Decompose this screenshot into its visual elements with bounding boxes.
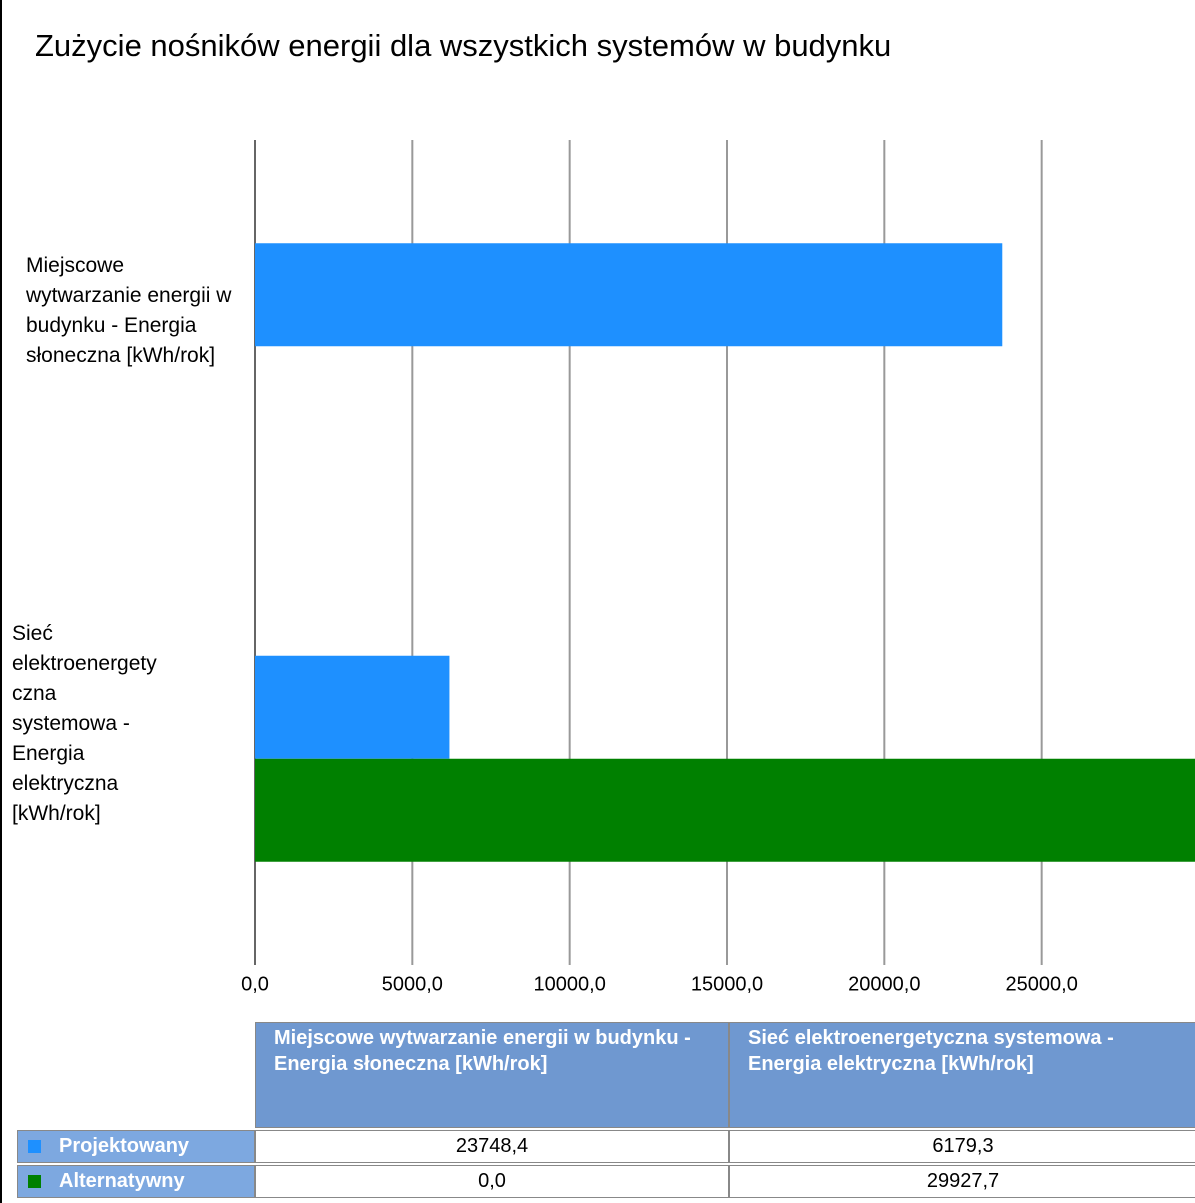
y-tick-label: Sieć elektroenergetyczna systemowa - Ene… [12,622,157,825]
legend-entry: Alternatywny [17,1165,255,1198]
table-value: 6179,3 [729,1130,1195,1163]
x-tick-label: 15000,0 [691,973,763,995]
legend-swatch [28,1140,41,1153]
x-tick-label: 5000,0 [382,973,443,995]
x-tick-label: 20000,0 [848,973,920,995]
table-value: 0,0 [255,1165,729,1198]
table-value: 29927,7 [729,1165,1195,1198]
chart-title: Zużycie nośników energii dla wszystkich … [35,28,891,63]
legend-label: Projektowany [59,1135,190,1157]
table-value: 23748,4 [255,1130,729,1163]
legend-entry: Projektowany [17,1130,255,1163]
x-tick-label: 10000,0 [534,973,606,995]
y-tick-label: Miejscowe wytwarzanie energii w budynku … [26,254,232,367]
table-header: Sieć elektroenergetyczna systemowa - Ene… [729,1022,1195,1128]
x-tick-label: 25000,0 [1006,973,1078,995]
bar [255,243,1003,347]
legend-swatch [28,1175,41,1188]
table-header: Miejscowe wytwarzanie energii w budynku … [255,1022,729,1128]
x-tick-label: 0,0 [241,973,269,995]
bar [255,758,1195,862]
legend-label: Alternatywny [59,1170,185,1192]
bar [255,655,450,759]
